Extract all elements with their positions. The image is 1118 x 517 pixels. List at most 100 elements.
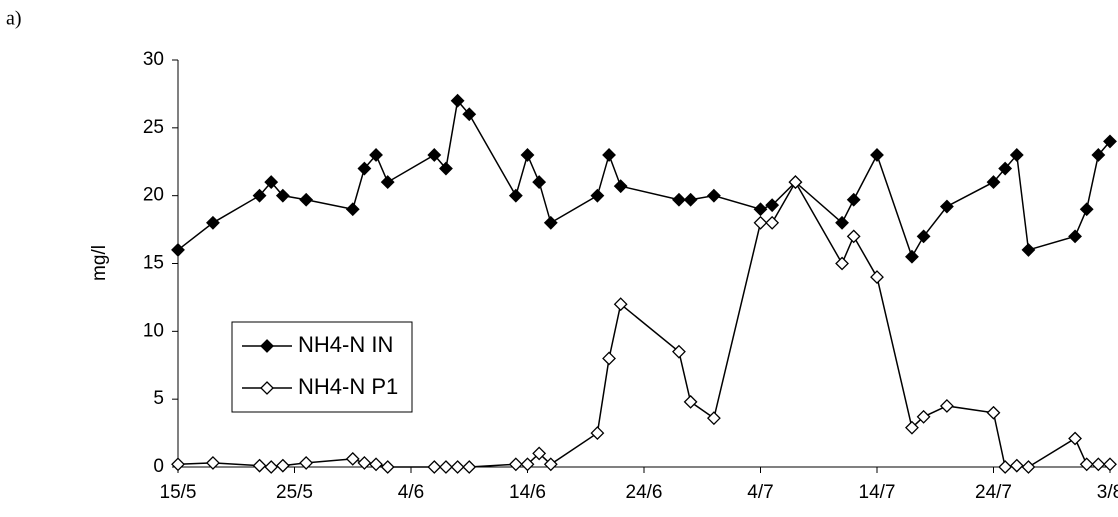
data-point xyxy=(683,394,698,409)
data-point xyxy=(765,215,780,230)
data-point xyxy=(672,192,686,207)
data-point xyxy=(939,399,954,413)
data-point xyxy=(602,351,616,366)
y-tick-label: 10 xyxy=(143,320,164,341)
data-point xyxy=(520,148,535,162)
data-point xyxy=(439,161,453,176)
data-point xyxy=(1068,431,1082,446)
data-point xyxy=(450,460,465,474)
data-point xyxy=(369,457,383,472)
data-point xyxy=(1079,457,1094,472)
data-point xyxy=(602,148,616,162)
data-point xyxy=(357,456,372,470)
data-point xyxy=(590,188,605,203)
data-point xyxy=(369,148,383,162)
data-point xyxy=(986,405,1001,420)
x-tick-label: 25/5 xyxy=(276,482,313,503)
data-point xyxy=(299,192,314,207)
data-point xyxy=(171,457,185,472)
data-point xyxy=(1103,457,1117,472)
data-point xyxy=(206,215,220,230)
data-point xyxy=(905,420,919,435)
data-point xyxy=(543,215,558,230)
data-point xyxy=(299,456,314,470)
data-point xyxy=(380,175,395,190)
data-point xyxy=(1079,202,1094,217)
data-point xyxy=(1009,148,1024,162)
data-point xyxy=(916,409,931,424)
data-point xyxy=(765,198,780,213)
data-point xyxy=(753,215,768,230)
data-point xyxy=(788,175,803,190)
data-point xyxy=(252,188,267,203)
x-tick-label: 24/7 xyxy=(975,482,1012,503)
data-point xyxy=(1091,148,1106,162)
data-point xyxy=(846,229,861,244)
data-point xyxy=(905,249,919,264)
data-point xyxy=(345,202,360,217)
x-tick-label: 4/6 xyxy=(398,482,424,503)
data-point xyxy=(1009,458,1024,473)
legend-box xyxy=(231,321,413,413)
data-point xyxy=(590,426,605,441)
data-point xyxy=(939,199,954,214)
x-tick-label: 24/6 xyxy=(626,482,663,503)
legend-label: NH4-N P1 xyxy=(298,374,398,399)
series-line xyxy=(177,99,1111,259)
data-point xyxy=(1103,134,1117,149)
data-point xyxy=(357,161,372,176)
data-point xyxy=(753,202,768,217)
x-tick-label: 15/5 xyxy=(160,482,197,503)
data-point xyxy=(870,148,884,162)
data-point xyxy=(427,148,442,162)
data-point xyxy=(1021,243,1036,257)
x-tick-label: 4/7 xyxy=(747,482,773,503)
data-point xyxy=(916,229,931,244)
data-point xyxy=(613,297,628,312)
panel-label: a) xyxy=(6,8,22,30)
data-point xyxy=(275,458,290,473)
data-point xyxy=(532,175,547,190)
data-point xyxy=(520,457,535,472)
x-tick-label: 14/7 xyxy=(859,482,896,503)
data-point xyxy=(543,457,558,472)
legend-label: NH4-N IN xyxy=(298,332,393,357)
data-point xyxy=(462,107,477,122)
data-point xyxy=(380,460,395,474)
y-tick-label: 30 xyxy=(143,49,164,70)
data-point xyxy=(1068,229,1082,244)
legend: NH4-N IN NH4-N P1 xyxy=(231,321,413,413)
data-point xyxy=(206,456,220,470)
data-point xyxy=(439,460,453,474)
y-axis-label: mg/l xyxy=(89,245,110,281)
data-point xyxy=(450,93,465,108)
data-point xyxy=(264,460,279,474)
data-point xyxy=(462,460,477,474)
x-tick-label: 14/6 xyxy=(509,482,546,503)
legend-marker xyxy=(260,339,274,353)
data-point xyxy=(870,270,884,284)
data-point xyxy=(264,175,279,190)
data-point xyxy=(427,460,442,474)
y-tick-label: 0 xyxy=(153,456,164,477)
data-point xyxy=(508,457,523,472)
data-point xyxy=(683,192,698,207)
data-point xyxy=(835,215,849,230)
y-tick-label: 20 xyxy=(143,185,164,206)
data-point xyxy=(532,446,547,461)
x-tick-label: 3/8 xyxy=(1097,482,1118,503)
data-point xyxy=(998,161,1013,176)
data-point xyxy=(252,458,267,473)
y-tick-label: 5 xyxy=(153,388,164,409)
data-point xyxy=(706,188,721,203)
y-tick-label: 25 xyxy=(143,117,164,138)
data-point xyxy=(672,344,686,359)
legend-marker xyxy=(260,381,274,395)
data-point xyxy=(613,179,628,194)
data-point xyxy=(986,175,1001,190)
data-point xyxy=(998,460,1013,474)
data-point xyxy=(846,192,861,207)
data-point xyxy=(706,411,721,426)
data-point xyxy=(171,243,185,257)
